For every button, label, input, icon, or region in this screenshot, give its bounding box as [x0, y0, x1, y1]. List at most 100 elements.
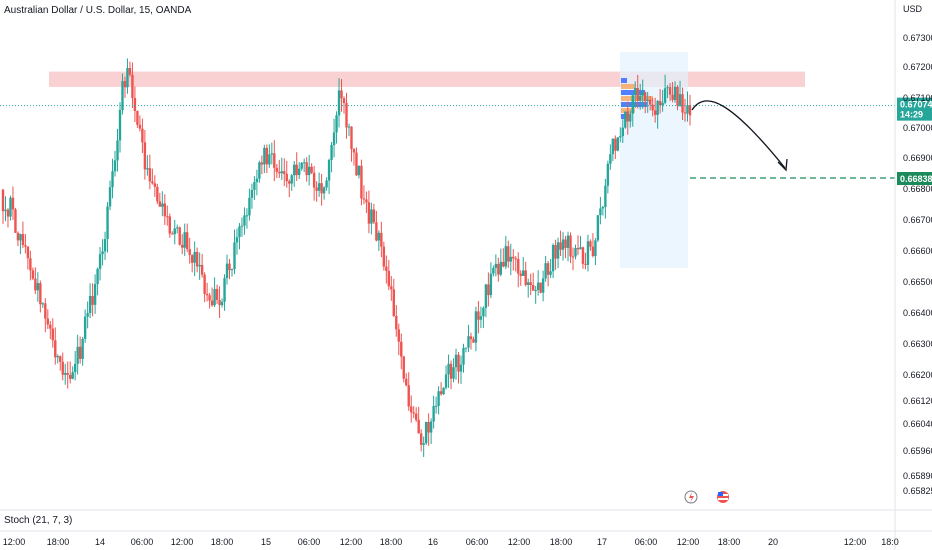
candle-body [21, 234, 25, 246]
candle-body [215, 288, 219, 300]
candle-body [658, 101, 662, 106]
candle-body [64, 373, 67, 375]
candle-body [370, 209, 373, 224]
candle-body [444, 374, 448, 388]
candle-body [293, 164, 296, 176]
candle-body [514, 258, 517, 260]
candle-body [362, 198, 366, 200]
candle-body [424, 422, 428, 444]
candle-body [290, 175, 293, 184]
candle-body [315, 187, 318, 191]
candle-body [367, 202, 371, 224]
candle-body [589, 241, 592, 247]
candle-body [337, 90, 341, 116]
candle-body [619, 136, 622, 138]
candle-body [397, 329, 400, 342]
candle-body [400, 341, 403, 357]
candle-body [355, 152, 358, 176]
projection-arrow [691, 100, 786, 169]
candle-body [427, 422, 430, 433]
candle-body [93, 284, 97, 305]
us-flag-icon[interactable] [717, 491, 729, 503]
candle-body [1, 189, 5, 212]
candle-body [223, 278, 226, 302]
candle-body [604, 185, 607, 207]
candle-body [482, 307, 485, 317]
candle-body [235, 237, 239, 243]
candle-body [195, 251, 199, 267]
candle-body [412, 412, 415, 414]
candle-body [327, 160, 331, 181]
candle-body [392, 289, 395, 316]
lightning-icon[interactable] [684, 490, 698, 504]
candle-body [417, 419, 420, 434]
time-tick-label: 18:00 [47, 537, 70, 547]
candle-body [205, 293, 209, 296]
candle-body [551, 245, 555, 272]
candle-body [439, 391, 443, 395]
time-tick-label: 12:00 [3, 537, 26, 547]
candle-body [250, 189, 254, 198]
candle-body [382, 246, 386, 267]
candle-body [335, 115, 338, 133]
candle-body [98, 254, 102, 269]
candle-body [569, 235, 572, 257]
candle-body [16, 232, 20, 241]
candle-body [524, 270, 527, 285]
candle-body [69, 374, 72, 379]
candle-body [527, 282, 530, 285]
candle-body [504, 246, 508, 267]
candle-body [639, 95, 642, 101]
candle-body [193, 251, 196, 263]
candle-body [228, 263, 231, 271]
candle-body [24, 245, 27, 247]
time-tick-label: 06:00 [635, 537, 658, 547]
candle-body [166, 216, 169, 218]
time-tick-label: 15 [261, 537, 271, 547]
volume-profile-bar [621, 84, 635, 89]
candle-body [464, 347, 468, 349]
indicator-label[interactable]: Stoch (21, 7, 3) [4, 515, 73, 526]
candle-body [629, 113, 632, 122]
candle-body [131, 74, 134, 98]
candle-body [350, 126, 353, 150]
candle-body [591, 246, 595, 257]
candle-body [541, 278, 545, 293]
candle-body [599, 208, 602, 216]
candle-body [601, 206, 605, 209]
candle-body [529, 282, 532, 286]
candle-body [161, 203, 164, 207]
candle-body [225, 263, 229, 279]
candle-body [198, 264, 201, 267]
candle-body [576, 247, 580, 250]
candle-body [71, 372, 74, 379]
currency-label: USD [903, 4, 923, 14]
candle-body [651, 104, 654, 111]
candle-body [260, 162, 264, 165]
volume-profile-bar [621, 102, 647, 107]
candle-body [200, 264, 204, 275]
time-tick-label: 18:00 [550, 537, 573, 547]
candle-body [561, 239, 565, 250]
candle-body [457, 354, 460, 372]
countdown-value: 14:29 [900, 110, 923, 120]
candle-body [549, 271, 552, 275]
candle-body [581, 247, 585, 264]
candle-body [312, 172, 316, 188]
candle-body [624, 111, 627, 128]
candle-body [183, 232, 186, 248]
symbol-title[interactable]: Australian Dollar / U.S. Dollar, 15, OAN… [4, 5, 192, 16]
us-flag-icon-stripe [718, 498, 728, 500]
candle-body [88, 295, 92, 314]
time-tick-label: 18:00 [211, 537, 234, 547]
candle-body [258, 162, 261, 179]
candle-body [395, 315, 398, 330]
